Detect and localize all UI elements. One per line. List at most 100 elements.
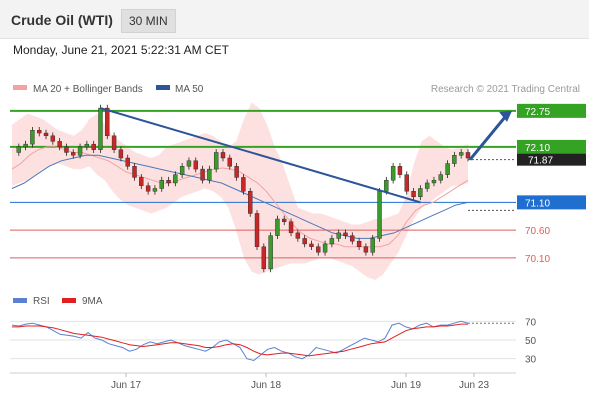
price-plot-area: 72.75 72.10 71.87 71.10 70.60 70.10: [10, 102, 586, 280]
chart-header: Crude Oil (WTI) 30 MIN: [0, 0, 589, 39]
x-axis: Jun 17 Jun 18 Jun 19 Jun 23: [111, 373, 489, 391]
candle-body: [322, 243, 328, 253]
rsi-tick-70: 70: [525, 317, 537, 328]
level-label-70.60: 70.60: [525, 226, 550, 237]
x-label-2: Jun 19: [391, 380, 421, 391]
candle-body: [418, 188, 423, 198]
candle-body: [241, 177, 246, 192]
ma20-legend-swatch: [13, 85, 27, 90]
candle-body: [363, 246, 369, 253]
candle-body: [445, 163, 450, 175]
candle-body: [377, 191, 382, 239]
candle-body: [268, 235, 273, 270]
candle-body: [105, 107, 110, 137]
rsi-ma-line: [12, 323, 468, 357]
level-label-72.75: 72.75: [525, 107, 550, 118]
candle-body: [431, 179, 437, 184]
candle-body: [139, 177, 144, 186]
rsi-tick-50: 50: [525, 336, 537, 347]
candle-body: [220, 152, 226, 159]
candle-body: [91, 143, 96, 150]
credit-text: Research © 2021 Trading Central: [431, 84, 580, 95]
candle-body: [411, 191, 416, 198]
candle-body: [77, 146, 83, 156]
last-price-label: 71.87: [528, 156, 553, 167]
rsi-legend-swatch: [13, 298, 27, 303]
level-tag-72.10: [517, 139, 586, 154]
candle-body: [227, 157, 232, 167]
candle-body: [452, 155, 457, 164]
timeframe-badge[interactable]: 30 MIN: [121, 9, 176, 33]
candle-body: [234, 166, 239, 178]
ma50-line: [11, 154, 469, 239]
x-label-1: Jun 18: [251, 380, 281, 391]
rsi-plot-area: 70 50 30: [10, 317, 537, 366]
level-tag-72.75: [517, 103, 586, 118]
candle-body: [424, 182, 430, 189]
candle-body: [84, 143, 90, 148]
candle-body: [132, 166, 137, 178]
rsi-line: [11, 320, 469, 362]
forecast-arrow-shaft: [468, 114, 508, 161]
ma20-line: [11, 146, 469, 248]
candle-body: [329, 238, 335, 245]
candle-body: [159, 179, 164, 189]
candle-body: [186, 160, 192, 167]
candle-body: [254, 213, 260, 247]
candle-body: [30, 130, 35, 145]
candle-body: [275, 218, 280, 236]
candle-body: [207, 168, 212, 181]
candle-body: [111, 135, 117, 150]
candle-body: [404, 174, 409, 192]
candle-body: [465, 152, 471, 159]
candle-body: [309, 243, 314, 247]
candle-body: [118, 149, 124, 159]
candle-body: [64, 146, 69, 153]
candle-body: [57, 141, 62, 148]
candle-body: [166, 179, 171, 184]
candle-body: [458, 152, 464, 156]
candle-body: [173, 174, 178, 184]
ma9-legend-label: 9MA: [82, 296, 103, 307]
candle-body: [384, 179, 389, 192]
last-price-tag: [517, 153, 586, 166]
candle-body: [316, 246, 321, 253]
candle-body: [282, 218, 287, 222]
candle-body: [16, 146, 22, 153]
x-label-3: Jun 23: [459, 380, 489, 391]
candle-body: [37, 130, 42, 134]
candle-body: [179, 166, 185, 175]
candle-body: [200, 168, 205, 181]
candle-body: [71, 152, 76, 156]
ma9-legend-swatch: [62, 298, 76, 303]
candle-body: [23, 143, 28, 148]
x-label-0: Jun 17: [111, 380, 141, 391]
candle-body: [248, 191, 253, 214]
candle-body: [397, 166, 403, 175]
candle-body: [336, 232, 341, 239]
resistance-trendline: [100, 107, 421, 204]
candle-body: [302, 238, 307, 245]
chart-datetime: Monday, June 21, 2021 5:22:31 AM CET: [13, 43, 229, 57]
candle-body: [125, 157, 130, 167]
ma20-legend-label: MA 20 + Bollinger Bands: [33, 84, 143, 95]
forecast-arrowhead: [499, 110, 512, 122]
rsi-tick-30: 30: [525, 355, 537, 366]
candle-body: [438, 174, 443, 181]
rsi-legend-label: RSI: [33, 296, 50, 307]
candle-body: [370, 238, 375, 253]
level-label-72.10: 72.10: [525, 143, 550, 154]
candle-body: [295, 232, 301, 239]
candle-body: [152, 188, 158, 192]
ma50-legend-label: MA 50: [175, 84, 204, 95]
level-label-71.10: 71.10: [525, 198, 550, 209]
candle-body: [261, 246, 267, 270]
candle-body: [390, 166, 396, 181]
candle-body: [343, 232, 348, 236]
candle-body: [288, 221, 294, 234]
level-tag-71.10: [517, 195, 586, 210]
instrument-title: Crude Oil (WTI): [11, 12, 113, 28]
candle-body: [350, 235, 355, 242]
candle-body: [356, 240, 362, 247]
